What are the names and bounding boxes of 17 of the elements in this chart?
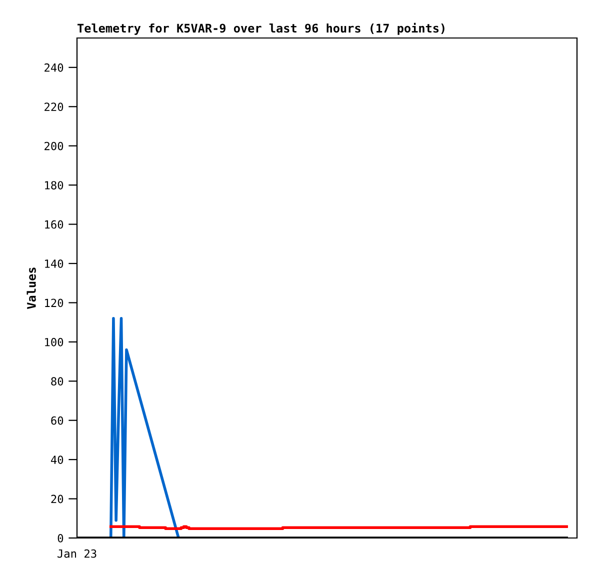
y-tick-label: 60 — [51, 416, 64, 425]
y-tick-label: 20 — [51, 494, 64, 504]
y-tick-label: 120 — [45, 298, 64, 308]
y-axis-title: Values — [26, 268, 36, 309]
y-tick-label: 180 — [45, 181, 64, 190]
y-tick-label: 0 — [58, 534, 64, 542]
y-tick-label: 160 — [45, 220, 64, 229]
y-tick-label: 140 — [45, 259, 64, 268]
y-tick-label: 220 — [44, 102, 64, 112]
chart-title: Telemetry for K5VAR-9 over last 96 hours (17 points) — [78, 22, 444, 35]
y-tick-label: 80 — [51, 377, 64, 386]
y-tick-label: 200 — [44, 142, 64, 150]
line-series — [109, 317, 180, 538]
y-tick-label: 100 — [45, 338, 64, 346]
y-tick-label: 240 — [44, 63, 64, 72]
y-tick-label: 40 — [50, 456, 64, 464]
x-tick-label: Jan 23 — [58, 549, 96, 558]
